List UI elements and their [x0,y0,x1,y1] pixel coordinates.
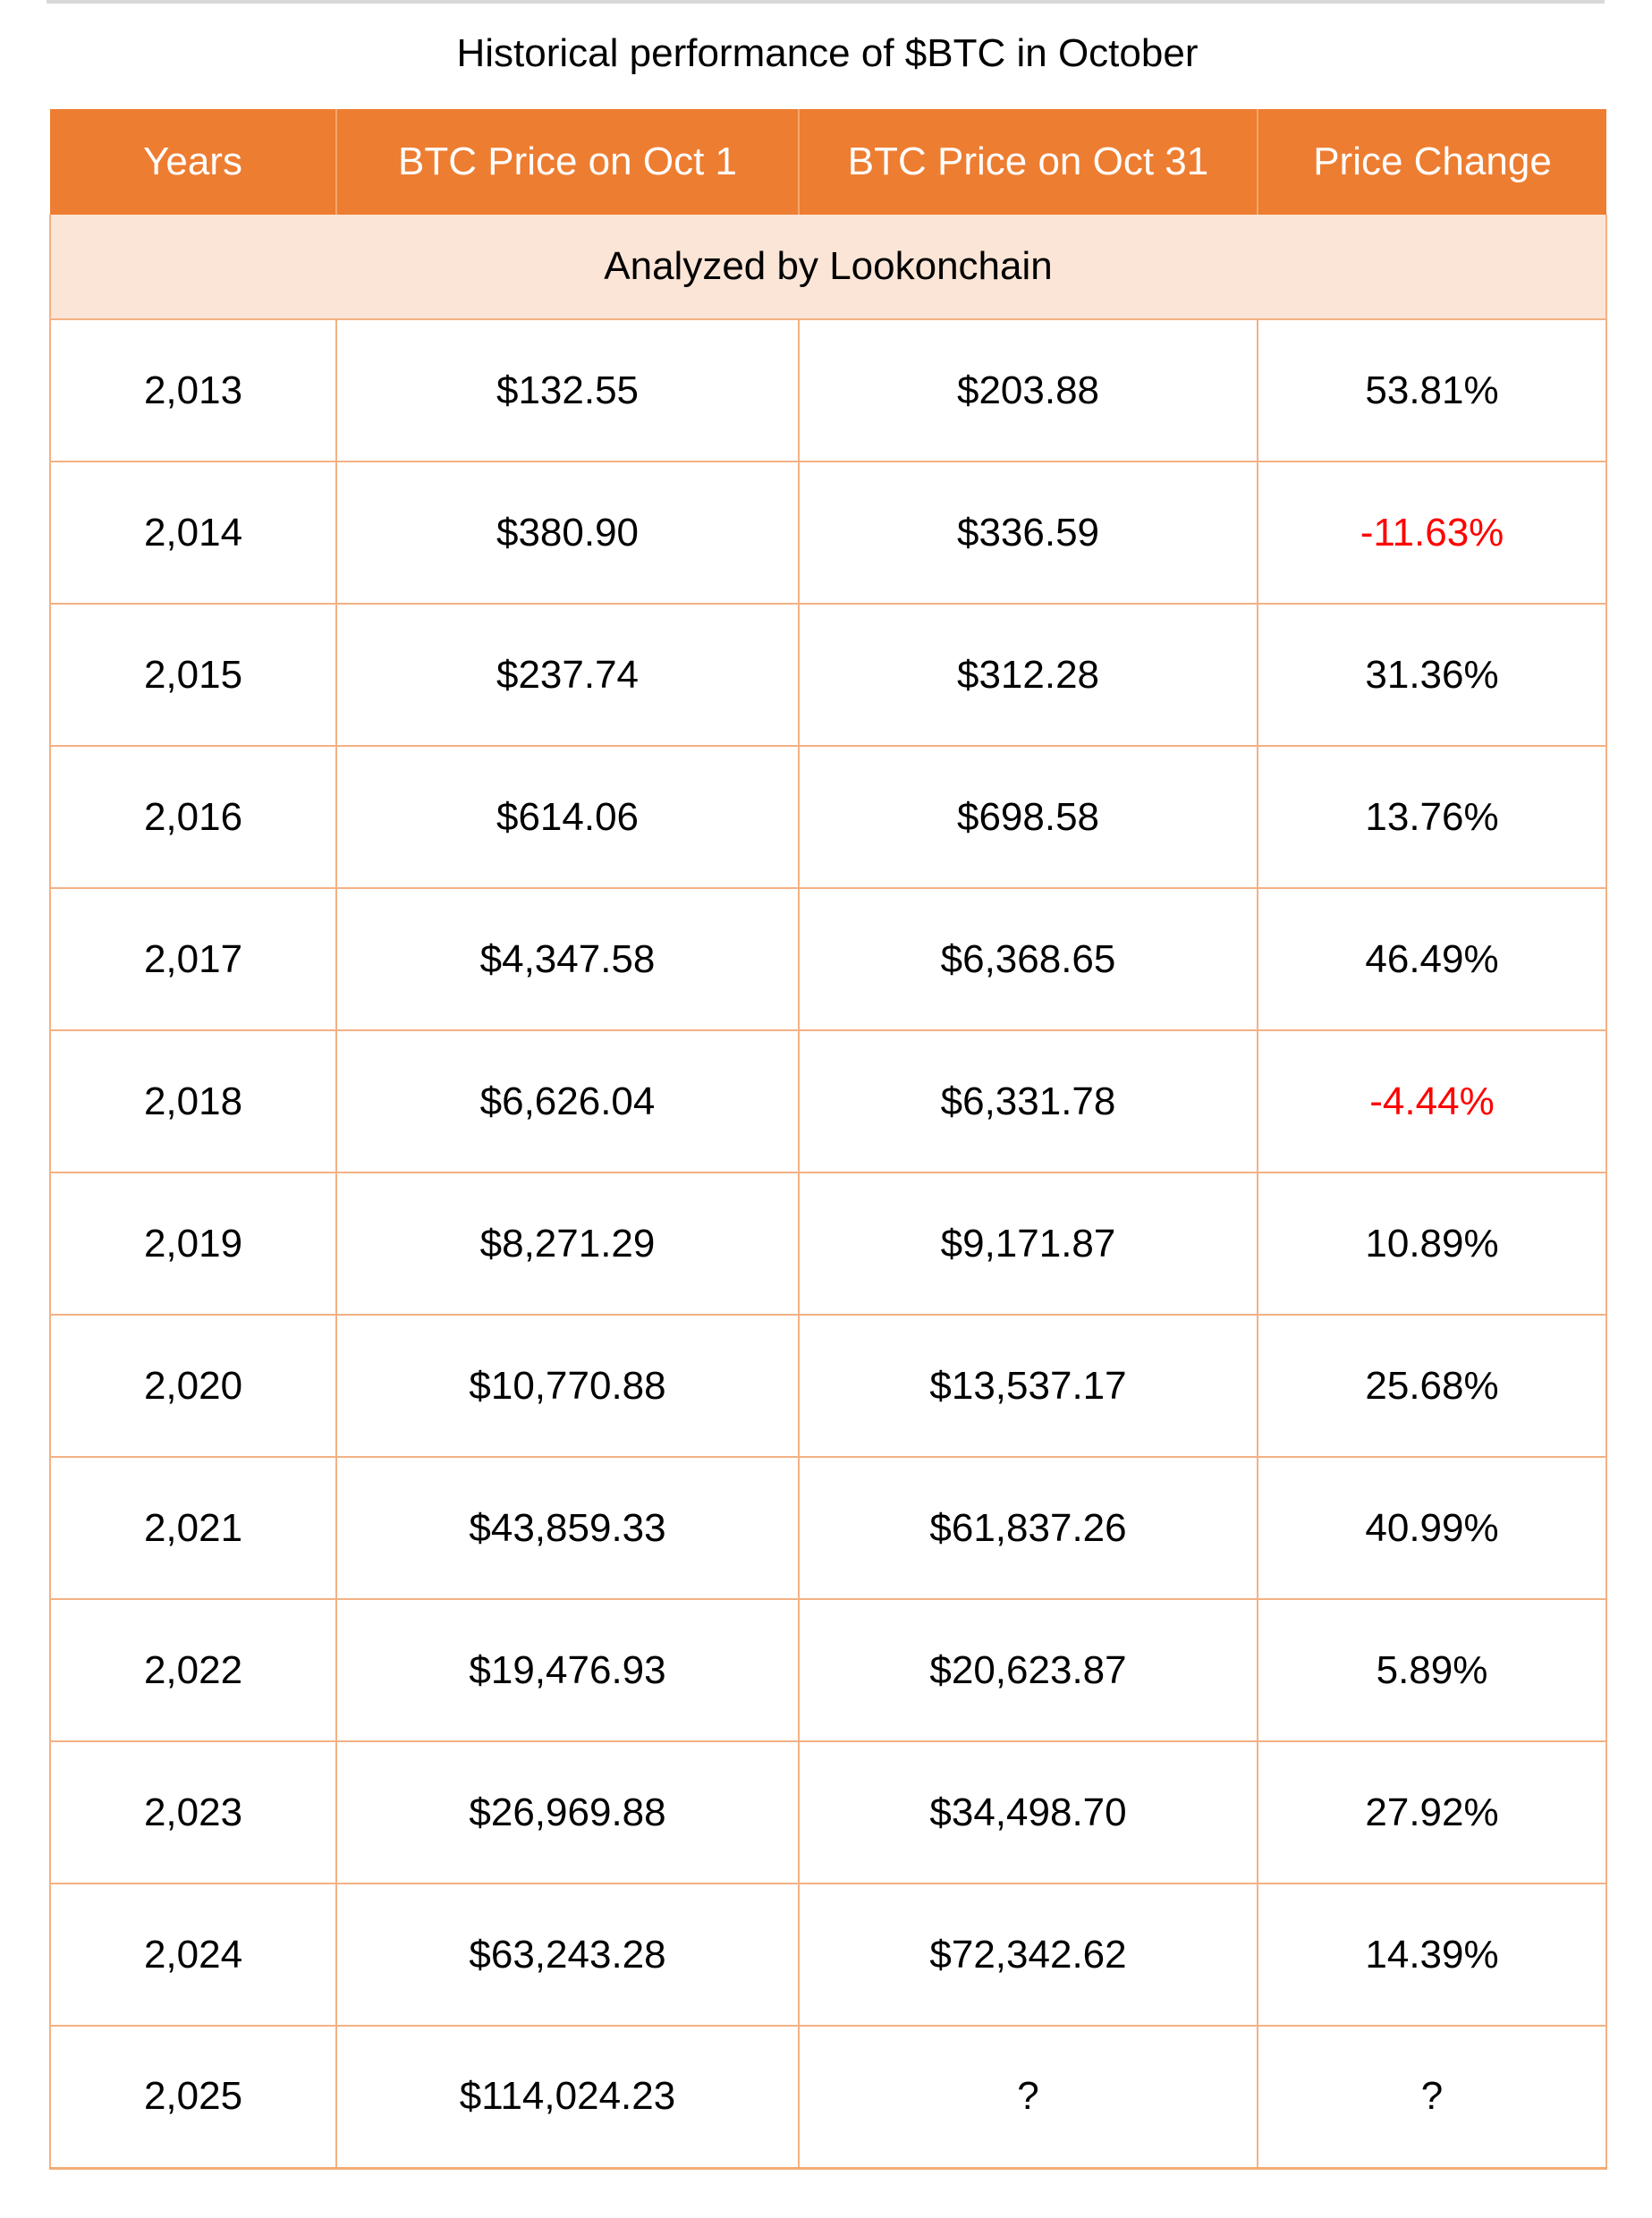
year-cell: 2,016 [49,745,337,889]
oct1-price-cell: $63,243.28 [335,1883,800,2027]
year-cell: 2,022 [49,1598,337,1742]
oct1-price-cell: $43,859.33 [335,1456,800,1600]
price-change-cell: ? [1257,2025,1607,2170]
oct1-price-cell: $10,770.88 [335,1314,800,1458]
oct31-price-cell: $61,837.26 [798,1456,1258,1600]
oct31-price-cell: $34,498.70 [798,1740,1258,1884]
table-row: 2,019 $8,271.29 $9,171.87 10.89% [49,1172,1607,1316]
year-cell: 2,023 [49,1740,337,1884]
oct31-price-cell: $9,171.87 [798,1172,1258,1316]
price-change-cell: 5.89% [1257,1598,1607,1742]
page-title: Historical performance of $BTC in Octobe… [456,31,1199,75]
year-cell: 2,014 [49,461,337,605]
year-cell: 2,025 [49,2025,337,2170]
table-header-row: Years BTC Price on Oct 1 BTC Price on Oc… [50,109,1606,215]
analyzed-by-label: Analyzed by Lookonchain [49,215,1607,320]
table-row: 2,020 $10,770.88 $13,537.17 25.68% [49,1314,1607,1458]
table-subheader-row: Analyzed by Lookonchain [49,215,1607,320]
oct31-price-cell: $6,331.78 [798,1029,1258,1173]
year-cell: 2,018 [49,1029,337,1173]
price-change-cell: 13.76% [1257,745,1607,889]
oct31-price-cell: $203.88 [798,318,1258,462]
year-cell: 2,019 [49,1172,337,1316]
oct1-price-cell: $380.90 [335,461,800,605]
price-change-cell: 40.99% [1257,1456,1607,1600]
column-header-price-change: Price Change [1257,109,1606,215]
price-change-cell: 31.36% [1257,603,1607,747]
oct1-price-cell: $26,969.88 [335,1740,800,1884]
column-header-oct31-price: BTC Price on Oct 31 [798,109,1258,215]
window-top-edge [47,0,1605,4]
oct31-price-cell: ? [798,2025,1258,2170]
oct1-price-cell: $4,347.58 [335,887,800,1031]
oct1-price-cell: $114,024.23 [335,2025,800,2170]
price-change-cell: 25.68% [1257,1314,1607,1458]
table-row: 2,023 $26,969.88 $34,498.70 27.92% [49,1740,1607,1884]
price-change-cell: 27.92% [1257,1740,1607,1884]
table-row: 2,016 $614.06 $698.58 13.76% [49,745,1607,889]
price-change-cell: 46.49% [1257,887,1607,1031]
table-row: 2,014 $380.90 $336.59 -11.63% [49,461,1607,605]
column-header-oct1-price: BTC Price on Oct 1 [335,109,799,215]
table-row: 2,025 $114,024.23 ? ? [49,2025,1607,2170]
year-cell: 2,013 [49,318,337,462]
table-row: 2,024 $63,243.28 $72,342.62 14.39% [49,1883,1607,2027]
table-row: 2,021 $43,859.33 $61,837.26 40.99% [49,1456,1607,1600]
price-change-cell: 10.89% [1257,1172,1607,1316]
oct1-price-cell: $19,476.93 [335,1598,800,1742]
price-change-cell: -11.63% [1257,461,1607,605]
oct31-price-cell: $20,623.87 [798,1598,1258,1742]
oct1-price-cell: $614.06 [335,745,800,889]
oct31-price-cell: $312.28 [798,603,1258,747]
price-change-cell: 53.81% [1257,318,1607,462]
table-row: 2,018 $6,626.04 $6,331.78 -4.44% [49,1029,1607,1173]
year-cell: 2,015 [49,603,337,747]
price-change-cell: -4.44% [1257,1029,1607,1173]
btc-october-performance-table: Years BTC Price on Oct 1 BTC Price on Oc… [49,109,1607,2170]
column-header-years: Years [50,109,336,215]
price-change-cell: 14.39% [1257,1883,1607,2027]
year-cell: 2,020 [49,1314,337,1458]
oct1-price-cell: $6,626.04 [335,1029,800,1173]
table-row: 2,013 $132.55 $203.88 53.81% [49,318,1607,462]
table-row: 2,017 $4,347.58 $6,368.65 46.49% [49,887,1607,1031]
oct31-price-cell: $13,537.17 [798,1314,1258,1458]
oct31-price-cell: $698.58 [798,745,1258,889]
year-cell: 2,017 [49,887,337,1031]
year-cell: 2,024 [49,1883,337,2027]
oct31-price-cell: $6,368.65 [798,887,1258,1031]
year-cell: 2,021 [49,1456,337,1600]
oct1-price-cell: $237.74 [335,603,800,747]
oct31-price-cell: $72,342.62 [798,1883,1258,2027]
table-row: 2,015 $237.74 $312.28 31.36% [49,603,1607,747]
oct1-price-cell: $132.55 [335,318,800,462]
oct31-price-cell: $336.59 [798,461,1258,605]
table-row: 2,022 $19,476.93 $20,623.87 5.89% [49,1598,1607,1742]
oct1-price-cell: $8,271.29 [335,1172,800,1316]
